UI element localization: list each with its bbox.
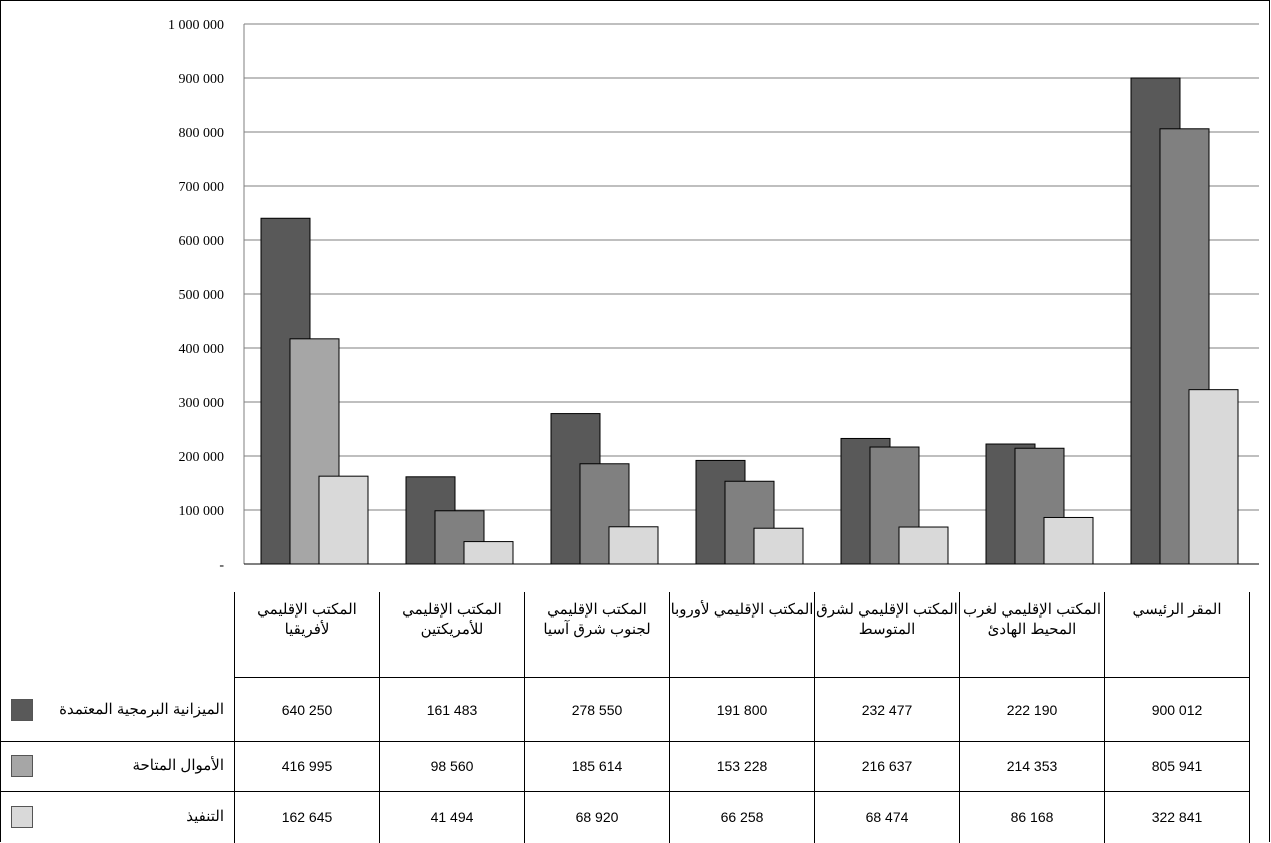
- y-tick-label: 900 000: [179, 72, 225, 87]
- bar: [1014, 447, 1065, 565]
- bar: [1043, 516, 1094, 565]
- data-value: 86 168: [959, 791, 1105, 843]
- data-value: 98 560: [379, 741, 525, 792]
- data-value: 185 614: [524, 741, 670, 792]
- data-value: 232 477: [814, 678, 960, 742]
- data-value: 900 012: [1104, 678, 1250, 742]
- data-value: 222 190: [959, 678, 1105, 742]
- y-tick-label: 300 000: [179, 396, 225, 411]
- bar: [898, 526, 949, 565]
- y-tick-label: 200 000: [179, 450, 225, 465]
- category-label: المكتب الإقليمي لجنوب شرق آسيا: [524, 592, 670, 678]
- category-label: المكتب الإقليمي لأفريقيا: [234, 592, 380, 678]
- y-tick-label: 500 000: [179, 288, 225, 303]
- bar: [753, 527, 804, 565]
- data-value: 68 474: [814, 791, 960, 843]
- legend-label: التنفيذ: [186, 808, 224, 825]
- data-value: 278 550: [524, 678, 670, 742]
- legend-entry: الأموال المتاحة: [1, 741, 235, 792]
- data-value: 66 258: [669, 791, 815, 843]
- bar: [463, 541, 514, 565]
- category-label: المكتب الإقليمي للأمريكتين: [379, 592, 525, 678]
- data-value: 68 920: [524, 791, 670, 843]
- y-tick-label: 400 000: [179, 342, 225, 357]
- category-label: المقر الرئيسي: [1104, 592, 1250, 678]
- data-value: 214 353: [959, 741, 1105, 792]
- category-label: المكتب الإقليمي لشرق المتوسط: [814, 592, 960, 678]
- bar: [608, 526, 659, 565]
- y-tick-label: 1 000 000: [168, 18, 224, 33]
- category-label: المكتب الإقليمي لأوروبا: [669, 592, 815, 678]
- legend-entry: الميزانية البرمجية المعتمدة: [1, 678, 235, 742]
- data-value: 322 841: [1104, 791, 1250, 843]
- data-value: 216 637: [814, 741, 960, 792]
- data-value: 805 941: [1104, 741, 1250, 792]
- data-value: 416 995: [234, 741, 380, 792]
- y-tick-label: 800 000: [179, 126, 225, 141]
- legend-swatch: [11, 806, 33, 828]
- data-value: 41 494: [379, 791, 525, 843]
- legend-label: الأموال المتاحة: [132, 757, 224, 774]
- legend-label: الميزانية البرمجية المعتمدة: [59, 700, 224, 718]
- bar: [1188, 389, 1239, 565]
- legend-swatch: [11, 698, 33, 721]
- data-value: 161 483: [379, 678, 525, 742]
- bar: [318, 475, 369, 565]
- category-label: المكتب الإقليمي لغرب المحيط الهادئ: [959, 592, 1105, 678]
- legend-entry: التنفيذ: [1, 791, 235, 843]
- data-value: 191 800: [669, 678, 815, 742]
- legend-swatch: [11, 755, 33, 777]
- y-tick-label: 700 000: [179, 180, 225, 195]
- y-tick-label: 600 000: [179, 234, 225, 249]
- data-value: 640 250: [234, 678, 380, 742]
- y-tick-label: -: [219, 558, 224, 573]
- data-value: 162 645: [234, 791, 380, 843]
- y-tick-label: 100 000: [179, 504, 225, 519]
- data-value: 153 228: [669, 741, 815, 792]
